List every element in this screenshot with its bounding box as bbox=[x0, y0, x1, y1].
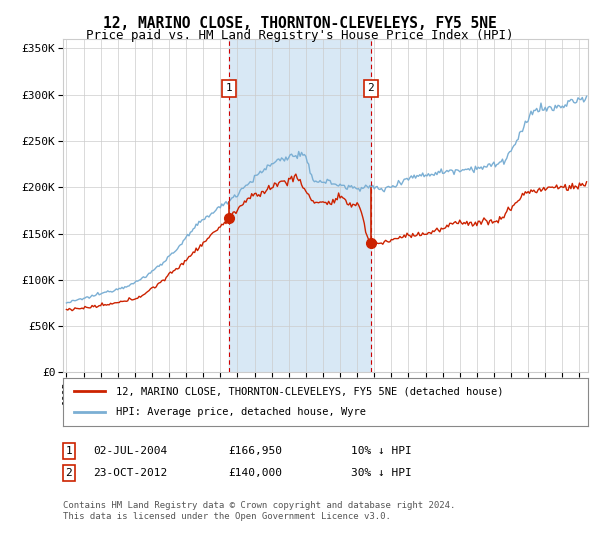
Bar bbox=[229, 39, 371, 372]
Text: 2: 2 bbox=[65, 468, 73, 478]
Text: Price paid vs. HM Land Registry's House Price Index (HPI): Price paid vs. HM Land Registry's House … bbox=[86, 29, 514, 42]
Text: 30% ↓ HPI: 30% ↓ HPI bbox=[351, 468, 412, 478]
Text: 23-OCT-2012: 23-OCT-2012 bbox=[93, 468, 167, 478]
Text: 02-JUL-2004: 02-JUL-2004 bbox=[93, 446, 167, 456]
Text: 10% ↓ HPI: 10% ↓ HPI bbox=[351, 446, 412, 456]
Text: HPI: Average price, detached house, Wyre: HPI: Average price, detached house, Wyre bbox=[115, 407, 365, 417]
Text: £166,950: £166,950 bbox=[228, 446, 282, 456]
Text: 12, MARINO CLOSE, THORNTON-CLEVELEYS, FY5 5NE (detached house): 12, MARINO CLOSE, THORNTON-CLEVELEYS, FY… bbox=[115, 386, 503, 396]
Text: 2: 2 bbox=[367, 83, 374, 94]
Text: Contains HM Land Registry data © Crown copyright and database right 2024.
This d: Contains HM Land Registry data © Crown c… bbox=[63, 501, 455, 521]
Text: £140,000: £140,000 bbox=[228, 468, 282, 478]
Text: 1: 1 bbox=[226, 83, 232, 94]
Text: 12, MARINO CLOSE, THORNTON-CLEVELEYS, FY5 5NE: 12, MARINO CLOSE, THORNTON-CLEVELEYS, FY… bbox=[103, 16, 497, 31]
Text: 1: 1 bbox=[65, 446, 73, 456]
